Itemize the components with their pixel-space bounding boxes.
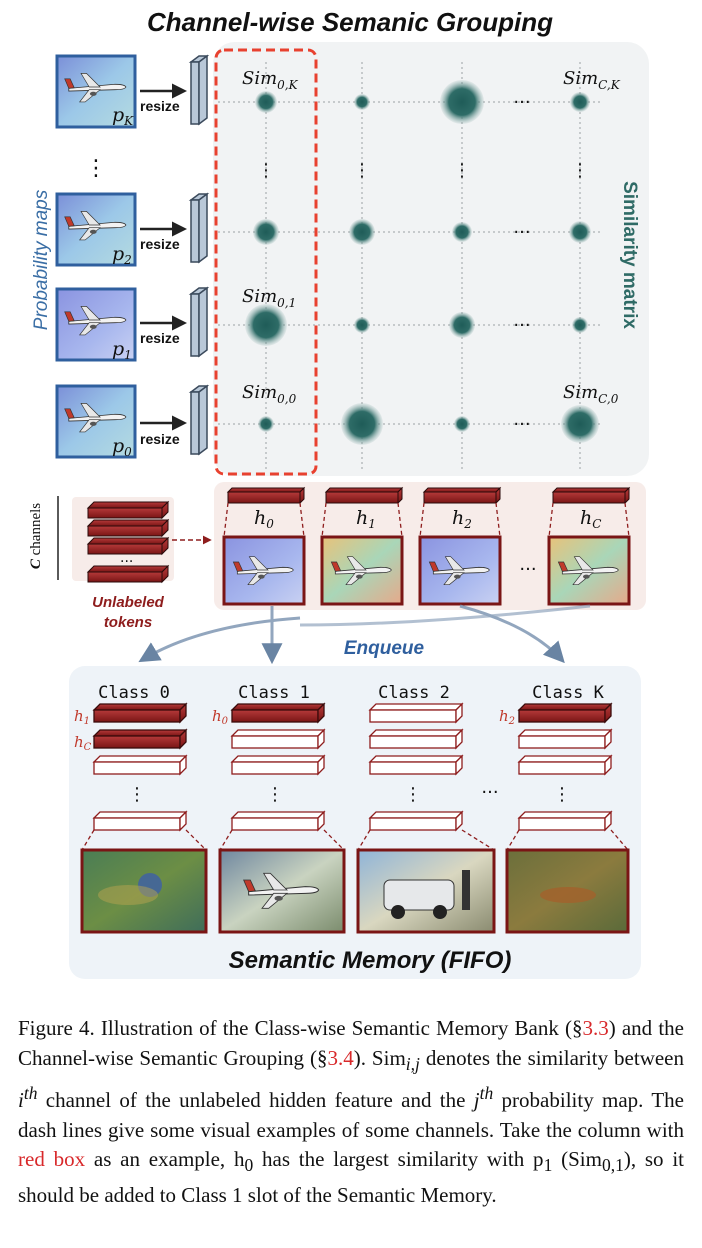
figure-diagram: Channel-wise Semanic Grouping Probabilit… — [28, 7, 649, 979]
semantic-memory-panel — [69, 666, 641, 979]
caption-text: as an example, h — [85, 1147, 245, 1172]
channels-label: C channels — [28, 503, 44, 569]
svg-text:⋮: ⋮ — [266, 784, 284, 805]
sim-dot — [341, 403, 383, 445]
sim-dot — [454, 416, 470, 432]
similarity-grid — [218, 62, 600, 470]
unlabeled-label-1: Unlabeled — [92, 594, 165, 611]
similarity-matrix-label: Similarity matrix — [619, 181, 640, 329]
caption-text: ), so it should be added to Class 1 slot… — [18, 1147, 684, 1207]
unlabeled-label-2: tokens — [104, 614, 152, 631]
similarity-dots — [245, 80, 599, 445]
prob-map-p0: p0 — [55, 384, 137, 459]
sim-dot — [349, 219, 375, 245]
sim-label-CK: SimC,K — [563, 68, 621, 92]
enqueue-label: Enqueue — [344, 638, 425, 659]
vertical-ellipsis: ⋮ — [85, 156, 107, 181]
prob-map-p2: p2 — [55, 192, 137, 267]
memory-ellipses: ⋮ ⋮ ⋮ ⋮ ··· — [128, 782, 571, 805]
prob-map-p1: p1 — [55, 287, 137, 362]
caption-text: ) and the Channel-wise Semantic Grouping… — [18, 1016, 684, 1070]
svg-text:···: ··· — [513, 222, 530, 243]
sim-dot — [452, 222, 472, 242]
sim-dot — [255, 91, 277, 113]
svg-text:⋮: ⋮ — [404, 784, 422, 805]
sim-dot — [561, 405, 599, 443]
sim-dot — [440, 80, 484, 124]
prob-maps-label: Probability maps — [31, 189, 52, 330]
sim-dot — [354, 94, 370, 110]
caption-text: channel of the unlabeled hidden feature … — [37, 1088, 474, 1113]
similarity-panel — [213, 42, 649, 476]
sim-dot — [449, 312, 475, 338]
caption-text: probability map. The dash lines give som… — [18, 1088, 684, 1142]
red-box — [214, 48, 318, 476]
svg-text:···: ··· — [519, 559, 536, 580]
svg-text:···: ··· — [120, 554, 133, 570]
sim-dot — [570, 92, 590, 112]
class-headers: Class 0 Class 1 Class 2 Class K — [98, 683, 604, 703]
class-label-0: Class 0 — [98, 683, 170, 703]
caption-ref-3-4[interactable]: 3.4 — [327, 1045, 354, 1070]
svg-text:⋮: ⋮ — [571, 160, 589, 181]
prob-map-pK: pK — [55, 54, 137, 129]
svg-text:···: ··· — [513, 315, 530, 336]
resize-label: resize — [140, 236, 180, 252]
sim-dot — [245, 304, 287, 346]
svg-text:···: ··· — [481, 782, 498, 803]
figure-title: Channel-wise Semanic Grouping — [147, 7, 553, 37]
enqueue-arrows — [138, 604, 591, 665]
resize-label: resize — [140, 98, 180, 114]
svg-text:⋮: ⋮ — [453, 160, 471, 181]
hidden-features: h0 h1 h2 hC ··· — [222, 486, 631, 606]
resize-label: resize — [140, 330, 180, 346]
sim-labels: Sim0,K SimC,K Sim0,1 Sim0,0 SimC,0 — [242, 68, 621, 406]
caption-red-box: red box — [18, 1147, 86, 1172]
sim-dot — [354, 317, 370, 333]
figure-caption: Figure 4. Illustration of the Class-wise… — [18, 1016, 685, 1207]
sim-dot — [569, 221, 591, 243]
resized-vectors — [188, 54, 210, 456]
caption-text: denotes the similarity between — [419, 1045, 685, 1070]
unlabeled-tokens: ··· — [86, 500, 170, 584]
resize-label: resize — [140, 431, 180, 447]
caption-text: (Sim — [552, 1147, 602, 1172]
sim-dot — [253, 219, 279, 245]
caption-text: Figure 4. Illustration of the Class-wise… — [18, 1016, 583, 1040]
semantic-memory-label: Semantic Memory (FIFO) — [229, 947, 512, 974]
sim-dot — [258, 416, 274, 432]
sim-dot — [572, 317, 588, 333]
svg-text:···: ··· — [513, 92, 530, 113]
memory-slots — [92, 702, 613, 832]
class-label-K: Class K — [532, 683, 604, 703]
resize-arrows: resize resize resize resize — [140, 83, 187, 447]
class-label-2: Class 2 — [378, 683, 450, 703]
class-label-1: Class 1 — [238, 683, 310, 703]
svg-text:⋮: ⋮ — [553, 784, 571, 805]
svg-text:⋮: ⋮ — [257, 160, 275, 181]
svg-text:⋮: ⋮ — [128, 784, 146, 805]
svg-text:···: ··· — [513, 414, 530, 435]
slot-image-connectors — [81, 829, 629, 851]
matrix-ellipses: ··· ··· ··· ··· ⋮ ⋮ ⋮ ⋮ — [257, 92, 589, 435]
caption-text: has the largest similarity with p — [253, 1147, 544, 1172]
svg-text:⋮: ⋮ — [353, 160, 371, 181]
caption-ref-3-3[interactable]: 3.3 — [582, 1016, 609, 1040]
memory-image-details — [98, 870, 596, 919]
caption-text: ). Sim — [353, 1045, 406, 1070]
